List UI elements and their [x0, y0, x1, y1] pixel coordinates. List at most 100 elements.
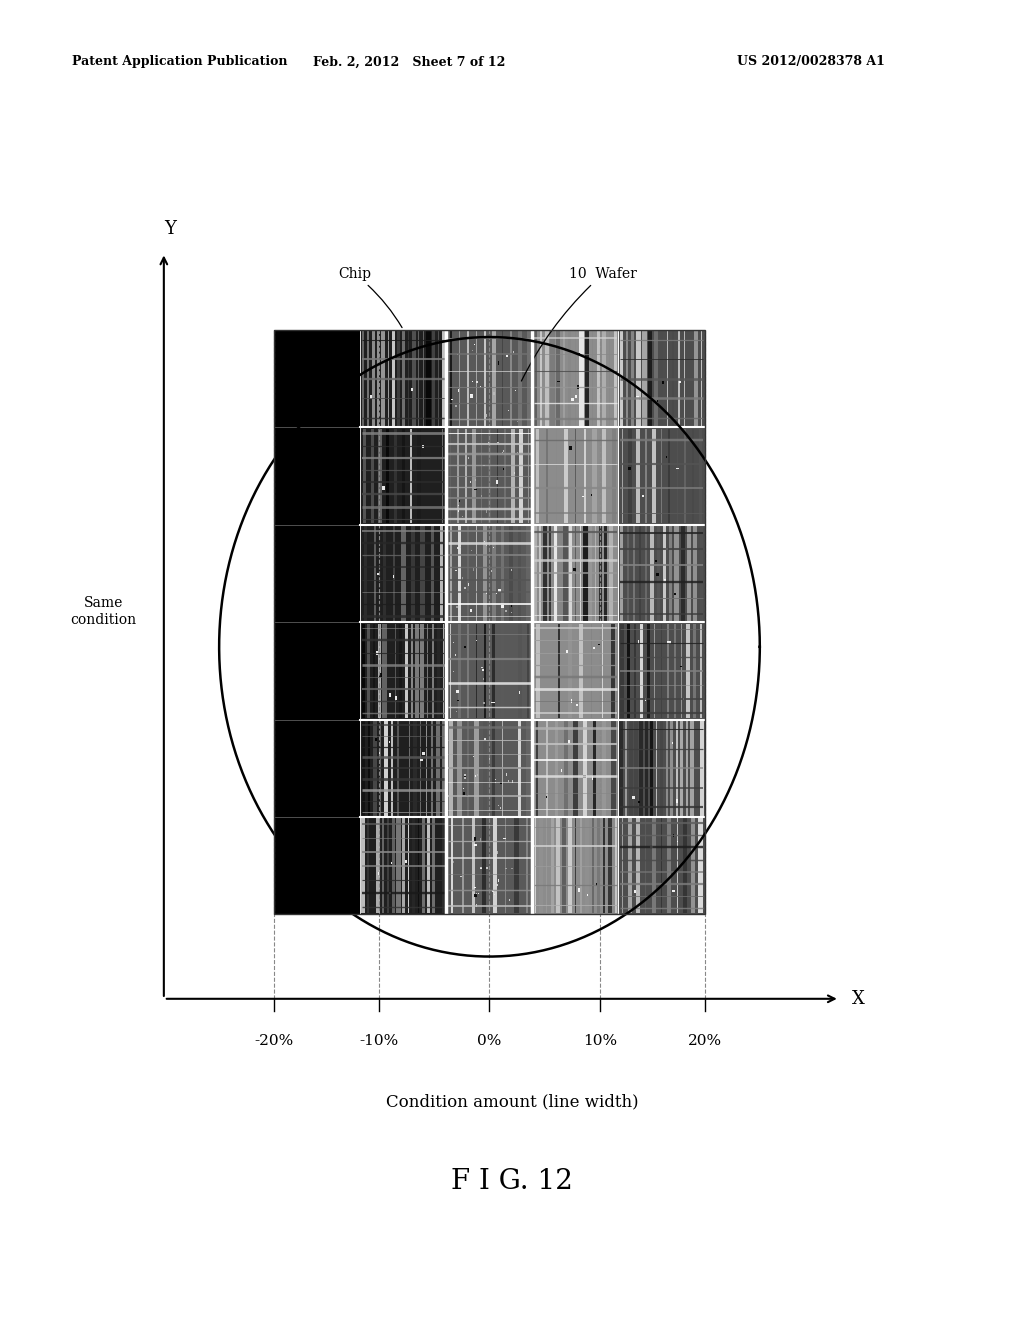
Bar	[628, 429, 633, 523]
Bar	[457, 429, 460, 523]
Bar	[483, 721, 487, 816]
Bar	[484, 331, 486, 426]
Text: F I G. 12: F I G. 12	[451, 1168, 573, 1195]
Bar	[274, 330, 705, 915]
Bar	[638, 801, 640, 803]
Bar	[364, 527, 367, 620]
Text: 0%: 0%	[477, 1034, 502, 1048]
Bar	[517, 451, 518, 454]
Bar	[467, 721, 469, 816]
Bar	[700, 623, 702, 718]
Bar	[544, 527, 547, 620]
Bar	[689, 331, 691, 426]
Bar	[651, 429, 655, 523]
Bar	[470, 609, 472, 612]
Bar	[392, 818, 394, 913]
Bar	[422, 752, 425, 755]
Bar	[546, 796, 547, 799]
Bar	[540, 818, 543, 913]
Bar	[360, 817, 446, 915]
Bar	[684, 429, 686, 523]
Bar	[663, 380, 664, 384]
Bar	[584, 429, 586, 523]
Bar	[510, 331, 512, 426]
Bar	[691, 818, 694, 913]
Bar	[593, 647, 595, 648]
Bar	[650, 527, 654, 620]
Bar	[647, 623, 649, 718]
Bar	[446, 428, 532, 525]
Bar	[464, 775, 466, 776]
Bar	[399, 623, 402, 718]
Bar	[634, 890, 637, 892]
Bar	[376, 652, 378, 655]
Bar	[418, 429, 421, 523]
Bar	[577, 385, 580, 389]
Bar	[618, 622, 705, 719]
Bar	[446, 525, 532, 622]
Bar	[626, 721, 627, 816]
Bar	[451, 818, 453, 913]
Bar	[455, 653, 456, 656]
Bar	[376, 818, 380, 913]
Bar	[526, 721, 530, 816]
Bar	[665, 579, 666, 582]
Bar	[274, 330, 360, 428]
Bar	[415, 623, 419, 718]
Bar	[464, 776, 466, 777]
Bar	[395, 697, 397, 700]
Bar	[620, 623, 624, 718]
Bar	[412, 331, 416, 426]
Bar	[632, 796, 635, 799]
Bar	[470, 395, 473, 397]
Bar	[599, 527, 602, 620]
Text: 10%: 10%	[583, 1034, 617, 1048]
Bar	[585, 331, 589, 426]
Bar	[546, 721, 548, 816]
Bar	[550, 331, 555, 426]
Bar	[567, 818, 572, 913]
Bar	[432, 623, 434, 718]
Bar	[360, 525, 446, 622]
Bar	[497, 884, 498, 886]
Bar	[518, 721, 521, 816]
Bar	[420, 759, 423, 760]
Bar	[637, 331, 641, 426]
Bar	[408, 331, 410, 426]
Bar	[472, 429, 475, 523]
Bar	[554, 527, 557, 620]
Bar	[699, 429, 701, 523]
Bar	[274, 525, 360, 622]
Bar	[474, 845, 477, 846]
Bar	[506, 774, 508, 776]
Bar	[666, 721, 668, 816]
Bar	[465, 647, 466, 648]
Bar	[467, 623, 469, 718]
Bar	[402, 331, 404, 426]
Bar	[673, 890, 676, 891]
Bar	[532, 817, 618, 915]
Bar	[650, 846, 653, 847]
Bar	[568, 741, 569, 744]
Bar	[657, 400, 658, 401]
Bar	[609, 527, 612, 620]
Bar	[634, 623, 636, 718]
Bar	[602, 429, 606, 523]
Text: Patent Application Publication: Patent Application Publication	[72, 55, 287, 69]
Bar	[627, 623, 630, 718]
Bar	[456, 689, 459, 693]
Bar	[396, 818, 400, 913]
Bar	[618, 525, 705, 622]
Text: Feb. 2, 2012   Sheet 7 of 12: Feb. 2, 2012 Sheet 7 of 12	[313, 55, 506, 69]
Text: 20%: 20%	[687, 1034, 722, 1048]
Bar	[482, 818, 486, 913]
Bar	[686, 623, 690, 718]
Bar	[592, 818, 594, 913]
Bar	[575, 704, 579, 706]
Bar	[636, 429, 640, 523]
Bar	[656, 573, 659, 577]
Bar	[556, 331, 560, 426]
Bar	[378, 623, 381, 718]
Bar	[699, 527, 703, 620]
Bar	[645, 429, 646, 523]
